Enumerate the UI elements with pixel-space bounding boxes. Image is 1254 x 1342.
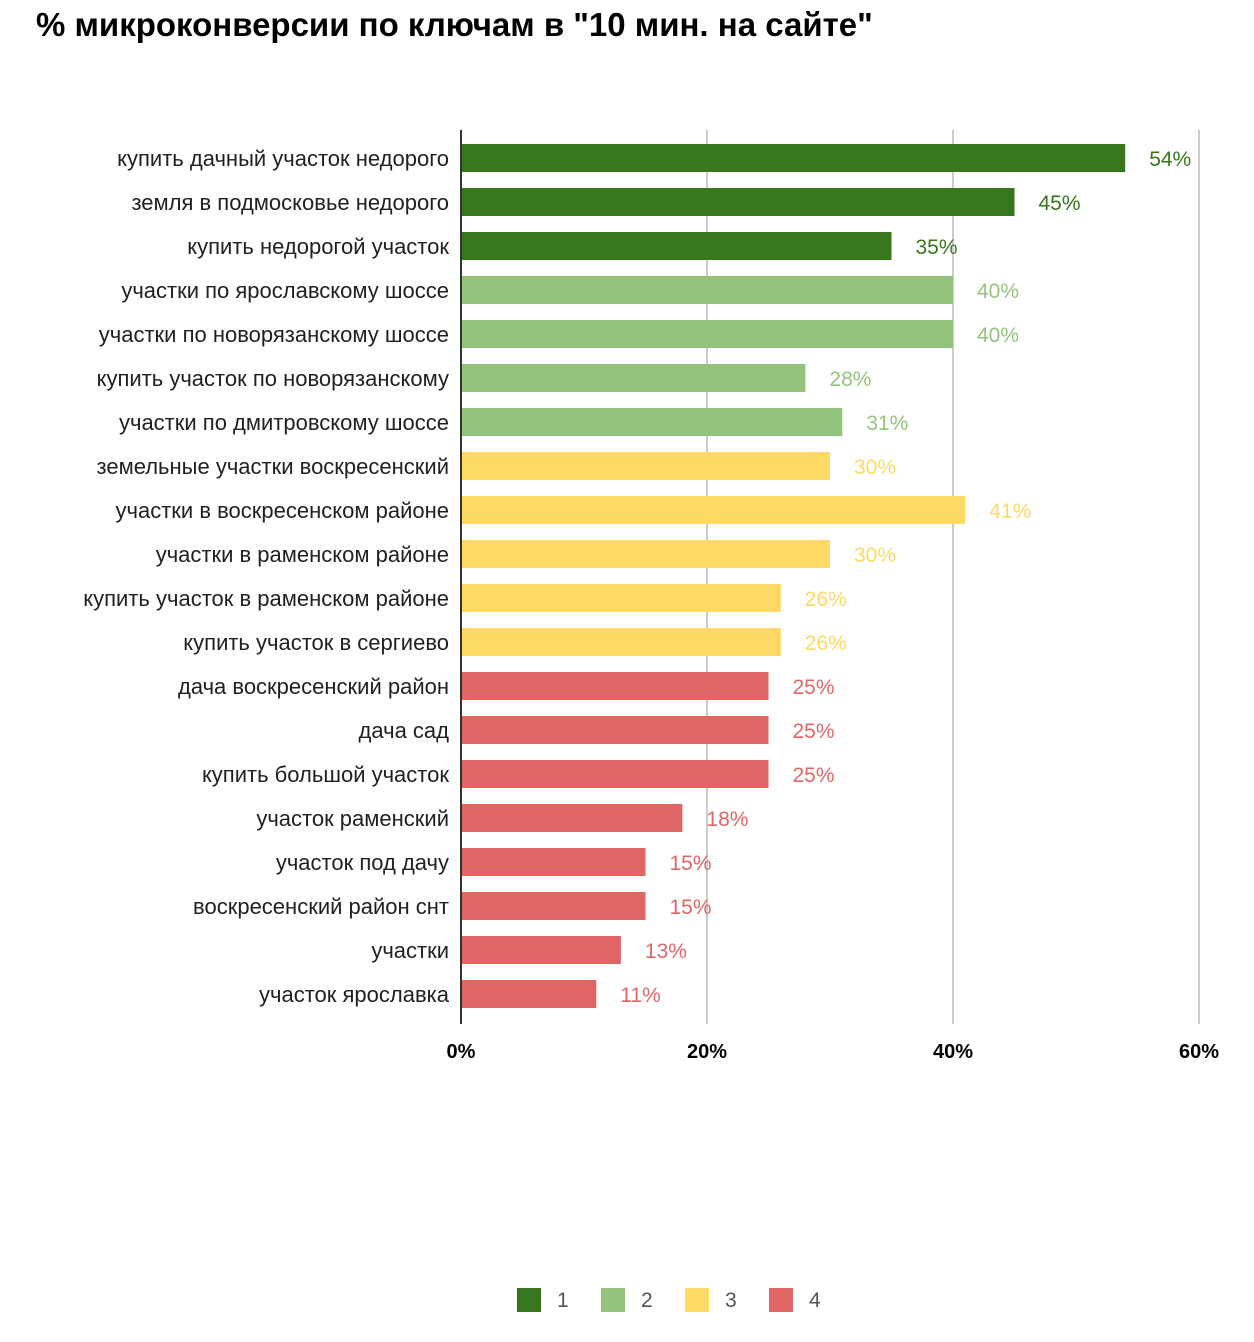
data-label: 11% bbox=[620, 984, 660, 1007]
data-label: 31% bbox=[866, 412, 908, 435]
data-label: 45% bbox=[1039, 192, 1081, 215]
category-label: участки в воскресенском районе bbox=[116, 498, 449, 523]
data-label: 25% bbox=[793, 764, 835, 787]
category-label: купить недорогой участок bbox=[187, 234, 449, 259]
data-label: 18% bbox=[706, 808, 748, 831]
bar bbox=[461, 936, 621, 964]
bar bbox=[461, 672, 769, 700]
category-label: воскресенский район снт bbox=[193, 894, 449, 919]
category-label: купить участок в раменском районе bbox=[83, 586, 449, 611]
category-label: участки по дмитровскому шоссе bbox=[119, 410, 449, 435]
category-label: купить большой участок bbox=[202, 762, 449, 787]
category-label: купить участок по новорязанскому bbox=[97, 366, 449, 391]
legend-swatch bbox=[685, 1288, 709, 1312]
bar bbox=[461, 760, 769, 788]
chart-title: % микроконверсии по ключам в "10 мин. на… bbox=[36, 6, 873, 43]
data-label: 26% bbox=[805, 632, 847, 655]
data-label: 15% bbox=[670, 896, 712, 919]
x-axis-ticks: 0% 20% 40% 60% bbox=[447, 1041, 1220, 1063]
bar bbox=[461, 452, 830, 480]
legend-label: 3 bbox=[725, 1289, 737, 1312]
category-label: дача сад bbox=[359, 718, 450, 743]
grid-lines bbox=[706, 130, 1200, 1024]
legend-swatch bbox=[769, 1288, 793, 1312]
bar bbox=[461, 496, 966, 524]
bar bbox=[461, 804, 683, 832]
bar bbox=[461, 276, 953, 304]
category-labels: купить дачный участок недорого земля в по… bbox=[83, 146, 449, 1007]
category-label: земля в подмосковье недорого bbox=[131, 190, 449, 215]
data-label: 25% bbox=[793, 720, 835, 743]
x-tick-label: 0% bbox=[447, 1041, 476, 1063]
legend: 1 2 3 4 bbox=[517, 1288, 821, 1312]
bar bbox=[461, 716, 769, 744]
category-label: участки по новорязанскому шоссе bbox=[99, 322, 449, 347]
category-label: купить дачный участок недорого bbox=[117, 146, 449, 171]
data-label: 13% bbox=[645, 940, 687, 963]
data-label: 35% bbox=[916, 236, 958, 259]
category-label: участки в раменском районе bbox=[156, 542, 449, 567]
data-label: 26% bbox=[805, 588, 847, 611]
category-label: участок раменский bbox=[256, 806, 449, 831]
x-tick-label: 60% bbox=[1179, 1041, 1219, 1063]
data-label: 25% bbox=[793, 676, 835, 699]
bar bbox=[461, 892, 646, 920]
bar bbox=[461, 320, 953, 348]
bar bbox=[461, 540, 830, 568]
bar bbox=[461, 408, 843, 436]
bar bbox=[461, 584, 781, 612]
bar bbox=[461, 144, 1126, 172]
bar bbox=[461, 848, 646, 876]
x-tick-label: 40% bbox=[933, 1041, 973, 1063]
data-label: 40% bbox=[977, 280, 1019, 303]
legend-label: 1 bbox=[557, 1289, 569, 1312]
legend-swatch bbox=[517, 1288, 541, 1312]
category-label: купить участок в сергиево bbox=[183, 630, 449, 655]
x-tick-label: 20% bbox=[687, 1041, 727, 1063]
category-label: дача воскресенский район bbox=[178, 674, 449, 699]
bar bbox=[461, 628, 781, 656]
bar bbox=[461, 232, 892, 260]
category-label: участок ярославка bbox=[259, 982, 450, 1007]
data-label: 28% bbox=[829, 368, 871, 391]
bar bbox=[461, 364, 806, 392]
bars bbox=[461, 144, 1126, 1008]
category-label: участки по ярославскому шоссе bbox=[121, 278, 449, 303]
category-label: участок под дачу bbox=[276, 850, 449, 875]
bar bbox=[461, 980, 597, 1008]
legend-label: 2 bbox=[641, 1289, 653, 1312]
data-label: 41% bbox=[989, 500, 1031, 523]
data-label: 30% bbox=[854, 456, 896, 479]
value-labels: 54% 45% 35% 40% 40% 28% 31% 30% 41% 30% 26% 26% 25% 2… bbox=[620, 148, 1191, 1007]
category-label: участки bbox=[371, 938, 449, 963]
category-label: земельные участки воскресенский bbox=[97, 454, 449, 479]
data-label: 15% bbox=[670, 852, 712, 875]
data-label: 40% bbox=[977, 324, 1019, 347]
data-label: 54% bbox=[1149, 148, 1191, 171]
data-label: 30% bbox=[854, 544, 896, 567]
legend-swatch bbox=[601, 1288, 625, 1312]
bar bbox=[461, 188, 1015, 216]
legend-label: 4 bbox=[809, 1289, 821, 1312]
